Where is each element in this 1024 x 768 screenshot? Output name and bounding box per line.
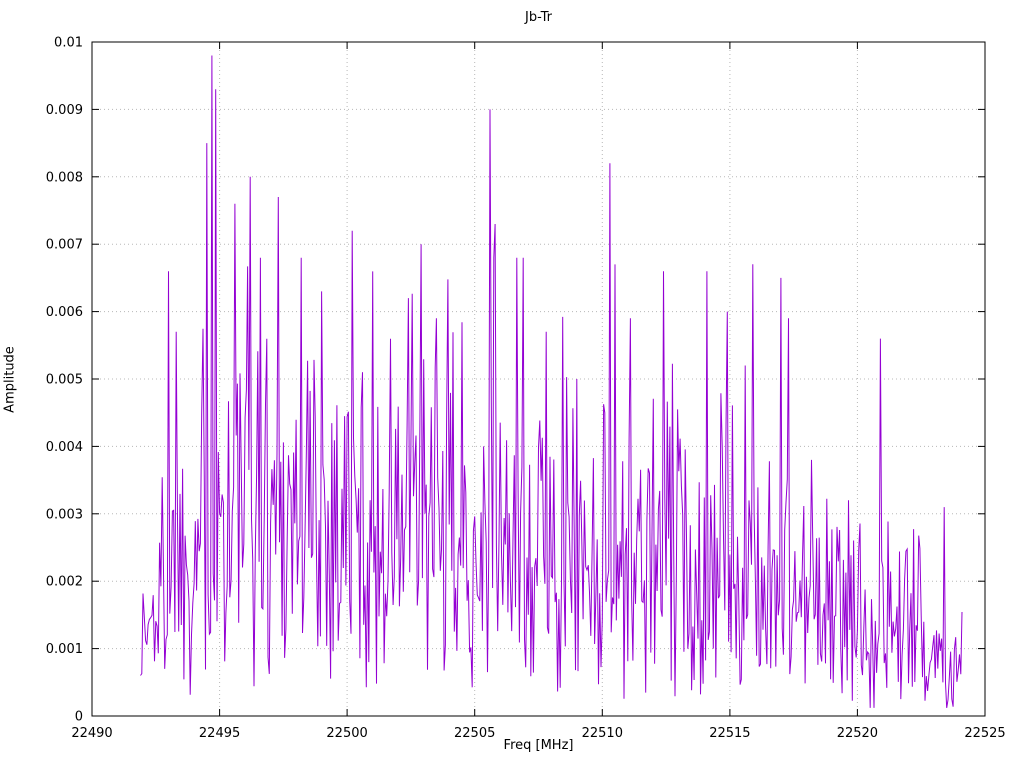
x-tick-label: 22490 [71,726,112,741]
y-tick-label: 0.007 [46,238,83,253]
y-tick-label: 0.003 [46,507,83,522]
x-tick-label: 22515 [709,726,750,741]
x-tick-label: 22505 [454,726,495,741]
y-tick-label: 0.004 [46,440,83,455]
y-tick-label: 0.001 [46,642,83,657]
y-tick-label: 0.002 [46,575,83,590]
x-tick-label: 22520 [837,726,878,741]
x-tick-label: 22525 [964,726,1005,741]
y-tick-label: 0.009 [46,103,83,118]
plot-title: Jb-Tr [525,10,552,25]
x-axis-label: Freq [MHz] [503,738,574,753]
y-tick-label: 0.006 [46,305,83,320]
y-tick-label: 0.008 [46,170,83,185]
x-tick-label: 22510 [582,726,623,741]
y-tick-label: 0 [75,710,83,725]
x-tick-label: 22495 [199,726,240,741]
y-tick-label: 0.005 [46,373,83,388]
y-axis-label: Amplitude [2,346,18,413]
x-tick-label: 22500 [326,726,367,741]
data-series-line [140,55,963,708]
y-tick-label: 0.01 [54,36,83,51]
